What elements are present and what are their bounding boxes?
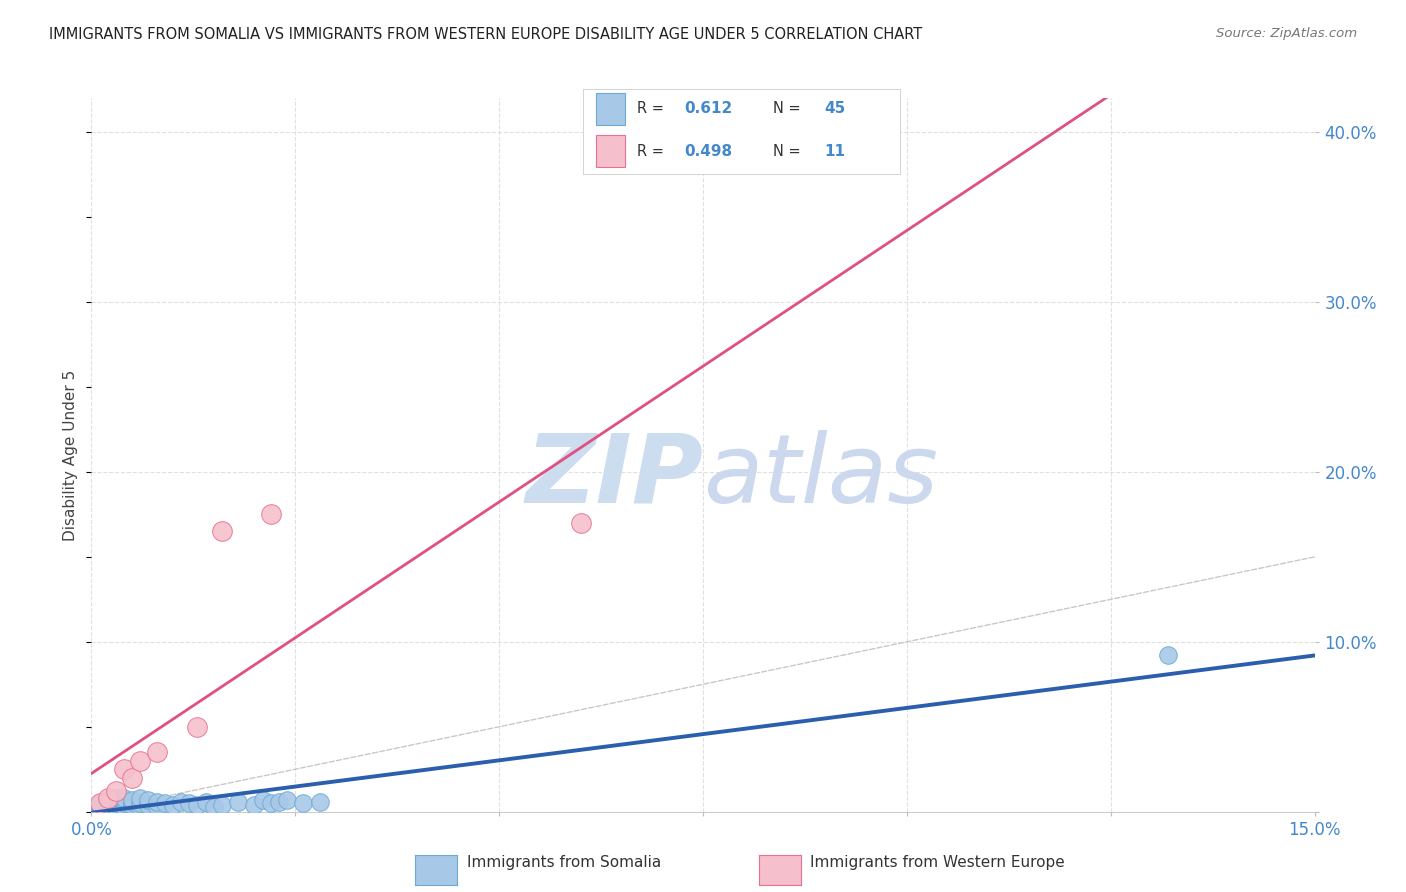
Point: [121, 771, 143, 785]
Point: [162, 797, 184, 812]
Point: [97, 797, 120, 812]
Text: Immigrants from Western Europe: Immigrants from Western Europe: [810, 855, 1064, 870]
Point: [145, 795, 167, 809]
Point: [138, 793, 160, 807]
Point: [211, 524, 233, 539]
Point: [89, 801, 111, 815]
Point: [170, 795, 193, 809]
Point: [138, 797, 160, 812]
Point: [121, 793, 143, 807]
Text: Source: ZipAtlas.com: Source: ZipAtlas.com: [1216, 27, 1357, 40]
Point: [211, 797, 233, 812]
Point: [104, 791, 127, 805]
Point: [112, 762, 135, 776]
Text: Immigrants from Somalia: Immigrants from Somalia: [467, 855, 661, 870]
Point: [267, 795, 290, 809]
Text: 0.612: 0.612: [685, 101, 733, 116]
Point: [112, 799, 135, 814]
Point: [121, 795, 143, 809]
Point: [145, 799, 167, 814]
Point: [179, 796, 201, 810]
Point: [104, 803, 127, 817]
Point: [97, 791, 120, 805]
Point: [276, 793, 298, 807]
Text: atlas: atlas: [703, 430, 938, 523]
Text: R =: R =: [637, 101, 669, 116]
Point: [112, 801, 135, 815]
Point: [112, 791, 135, 805]
Point: [104, 799, 127, 814]
Text: R =: R =: [637, 144, 669, 159]
Point: [121, 797, 143, 812]
Text: ZIP: ZIP: [524, 430, 703, 523]
Point: [97, 801, 120, 815]
Point: [112, 796, 135, 810]
Point: [186, 797, 208, 812]
Point: [112, 793, 135, 807]
Point: [186, 720, 208, 734]
Point: [121, 801, 143, 815]
FancyBboxPatch shape: [596, 135, 624, 167]
Point: [292, 796, 315, 810]
Y-axis label: Disability Age Under 5: Disability Age Under 5: [63, 369, 79, 541]
Point: [569, 516, 592, 530]
Text: 45: 45: [824, 101, 845, 116]
Point: [194, 795, 217, 809]
Point: [243, 797, 266, 812]
Text: 11: 11: [824, 144, 845, 159]
Point: [129, 754, 152, 768]
Point: [260, 508, 283, 522]
Point: [226, 795, 249, 809]
Point: [104, 801, 127, 815]
Point: [89, 796, 111, 810]
Point: [104, 796, 127, 810]
FancyBboxPatch shape: [596, 93, 624, 125]
Text: N =: N =: [773, 101, 806, 116]
Text: N =: N =: [773, 144, 806, 159]
Point: [1157, 648, 1180, 663]
Text: IMMIGRANTS FROM SOMALIA VS IMMIGRANTS FROM WESTERN EUROPE DISABILITY AGE UNDER 5: IMMIGRANTS FROM SOMALIA VS IMMIGRANTS FR…: [49, 27, 922, 42]
Point: [89, 799, 111, 814]
Point: [97, 803, 120, 817]
Point: [308, 795, 330, 809]
Point: [129, 799, 152, 814]
Point: [129, 791, 152, 805]
Point: [129, 796, 152, 810]
Point: [153, 796, 176, 810]
Point: [104, 784, 127, 798]
Point: [97, 793, 120, 807]
Point: [252, 793, 274, 807]
Point: [145, 745, 167, 759]
Text: 0.498: 0.498: [685, 144, 733, 159]
Point: [202, 799, 225, 814]
Point: [89, 796, 111, 810]
Point: [260, 796, 283, 810]
